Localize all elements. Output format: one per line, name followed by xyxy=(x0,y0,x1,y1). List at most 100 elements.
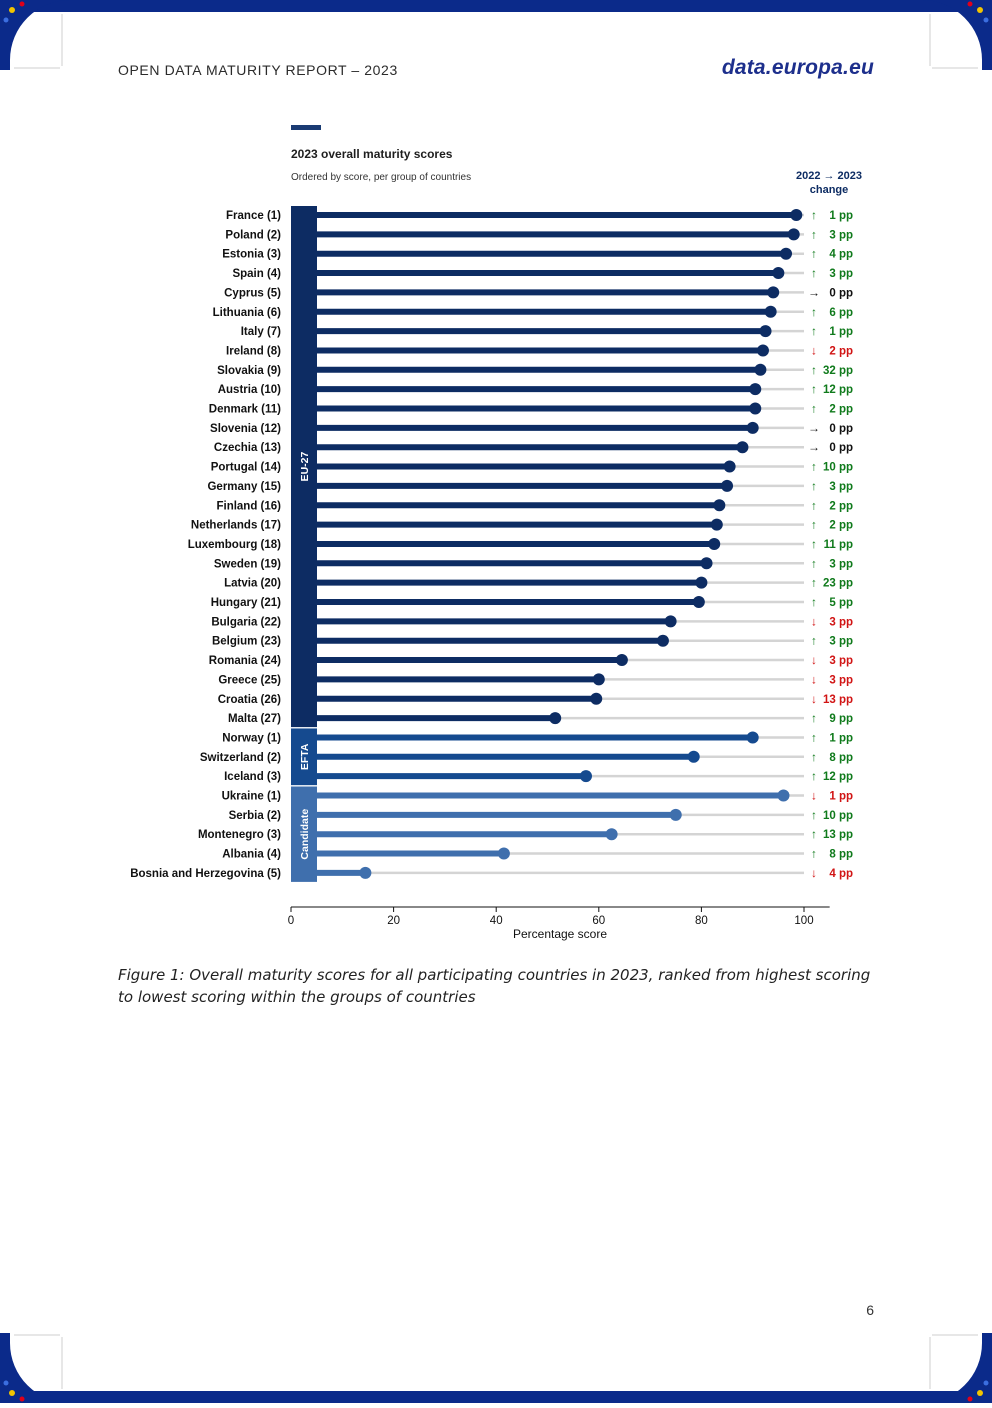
page-number: 6 xyxy=(866,1302,874,1318)
change-value: 1 pp xyxy=(829,732,853,744)
change-value: 10 pp xyxy=(823,462,853,474)
change-value: 32 pp xyxy=(823,365,853,377)
chart-title: 2023 overall maturity scores xyxy=(291,147,453,161)
score-dot xyxy=(746,421,759,434)
brand-logo: data.europa.eu xyxy=(721,56,874,79)
change-arrow: → xyxy=(808,440,820,454)
change-arrow: ↑ xyxy=(811,634,817,648)
change-header-line2: change xyxy=(810,184,849,196)
change-value: 4 pp xyxy=(829,249,853,261)
change-value: 3 pp xyxy=(829,481,853,493)
change-arrow: ↓ xyxy=(811,692,817,706)
change-arrow: ↓ xyxy=(811,653,817,667)
change-arrow: ↑ xyxy=(811,382,817,396)
change-arrow: ↑ xyxy=(811,208,817,222)
change-value: 3 pp xyxy=(829,229,853,241)
change-arrow: ↑ xyxy=(811,769,817,783)
country-label: Spain (4) xyxy=(232,268,281,280)
x-axis-label: Percentage score xyxy=(513,927,607,941)
change-header-line1: 2022 → 2023 xyxy=(796,170,862,182)
country-label: France (1) xyxy=(226,210,281,222)
change-arrow: ↑ xyxy=(811,556,817,570)
change-arrow: → xyxy=(808,285,820,299)
country-label: Hungary (21) xyxy=(211,597,281,609)
change-value: 3 pp xyxy=(829,674,853,686)
score-dot xyxy=(590,692,603,705)
score-dot xyxy=(656,634,669,647)
change-arrow: ↓ xyxy=(811,343,817,357)
change-value: 8 pp xyxy=(829,752,853,764)
country-label: Malta (27) xyxy=(228,713,281,725)
group-label: EFTA xyxy=(299,743,311,770)
change-arrow: ↑ xyxy=(811,518,817,532)
country-label: Czechia (13) xyxy=(214,442,281,454)
country-label: Belgium (23) xyxy=(212,636,281,648)
change-arrow: ↑ xyxy=(811,363,817,377)
report-title: OPEN DATA MATURITY REPORT – 2023 xyxy=(118,62,398,78)
change-value: 6 pp xyxy=(829,307,853,319)
score-dot xyxy=(692,596,705,608)
score-dot xyxy=(687,750,700,763)
change-value: 3 pp xyxy=(829,558,853,570)
change-arrow: ↑ xyxy=(811,266,817,280)
score-dot xyxy=(695,576,708,589)
score-dot xyxy=(756,344,769,357)
group-label: EU-27 xyxy=(299,452,311,482)
change-arrow: → xyxy=(808,421,820,435)
change-value: 5 pp xyxy=(829,597,853,609)
country-label: Lithuania (6) xyxy=(213,307,282,319)
country-label: Bosnia and Herzegovina (5) xyxy=(130,868,281,880)
change-value: 1 pp xyxy=(829,210,853,222)
score-dot xyxy=(749,383,762,396)
score-dot xyxy=(780,247,793,260)
score-dot xyxy=(764,305,777,318)
change-value: 0 pp xyxy=(829,442,853,454)
change-arrow: ↑ xyxy=(811,537,817,551)
country-label: Albania (4) xyxy=(222,849,281,861)
change-arrow: ↑ xyxy=(811,460,817,474)
country-label: Sweden (19) xyxy=(214,558,281,570)
x-tick-label: 80 xyxy=(695,915,708,927)
change-arrow: ↓ xyxy=(811,866,817,880)
change-arrow: ↑ xyxy=(811,479,817,493)
score-dot xyxy=(592,673,605,686)
change-value: 9 pp xyxy=(829,713,853,725)
change-value: 0 pp xyxy=(829,287,853,299)
group-label: Candidate xyxy=(299,809,311,860)
change-value: 8 pp xyxy=(829,849,853,861)
country-label: Slovakia (9) xyxy=(217,365,281,377)
score-dot xyxy=(790,209,803,221)
score-dot xyxy=(723,460,736,473)
change-arrow: ↑ xyxy=(811,498,817,512)
country-label: Portugal (14) xyxy=(211,462,281,474)
change-value: 2 pp xyxy=(829,345,853,357)
change-value: 11 pp xyxy=(824,539,853,551)
x-tick-label: 0 xyxy=(288,915,294,927)
score-dot xyxy=(759,325,772,338)
x-tick-label: 20 xyxy=(387,915,400,927)
group-band xyxy=(291,786,317,882)
change-value: 3 pp xyxy=(829,268,853,280)
country-label: Finland (16) xyxy=(216,500,281,512)
change-arrow: ↑ xyxy=(811,730,817,744)
change-arrow: ↑ xyxy=(811,402,817,416)
change-value: 1 pp xyxy=(829,326,853,338)
country-label: Iceland (3) xyxy=(224,771,281,783)
change-arrow: ↑ xyxy=(811,847,817,861)
change-value: 13 pp xyxy=(823,694,853,706)
score-dot xyxy=(710,518,723,531)
change-value: 2 pp xyxy=(829,500,853,512)
change-value: 23 pp xyxy=(823,578,853,590)
change-arrow: ↓ xyxy=(811,672,817,686)
figure-caption: Figure 1: Overall maturity scores for al… xyxy=(118,966,871,1006)
change-value: 2 pp xyxy=(829,520,853,532)
score-dot xyxy=(497,847,510,860)
change-arrow: ↑ xyxy=(811,827,817,841)
change-arrow: ↓ xyxy=(811,614,817,628)
country-label: Greece (25) xyxy=(218,674,281,686)
score-dot xyxy=(721,479,734,492)
score-dot xyxy=(746,731,759,744)
group-band xyxy=(291,728,317,786)
change-value: 13 pp xyxy=(823,829,853,841)
